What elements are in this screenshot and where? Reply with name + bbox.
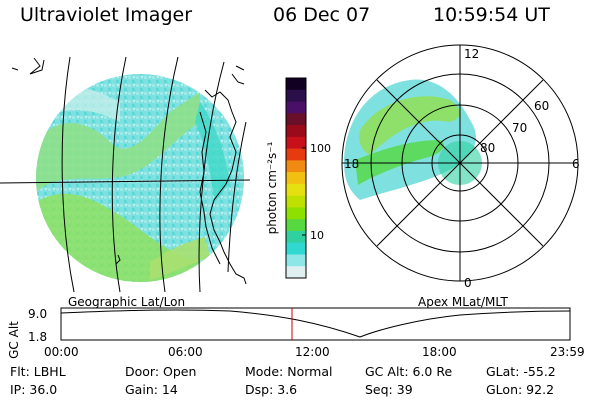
info-gain: Gain: 14 — [125, 382, 178, 397]
colorbar-band — [286, 148, 306, 161]
info-glon: GLon: 92.2 — [486, 382, 555, 397]
mlt-label-0: 0 — [464, 276, 472, 290]
colorbar-band — [286, 172, 306, 185]
altitude-ylabel: GC Alt — [7, 321, 21, 359]
colorbar-band — [286, 78, 306, 91]
colorbar-band — [286, 207, 306, 220]
info-ip: IP: 36.0 — [10, 382, 58, 397]
colorbar-band — [286, 183, 306, 197]
info-glat: GLat: -55.2 — [486, 364, 556, 379]
colorbar-band — [286, 89, 306, 103]
polar-panel-label: Apex MLat/MLT — [418, 295, 508, 309]
colorbar-band — [286, 160, 306, 173]
time-label: 10:59:54 UT — [433, 4, 550, 26]
instrument-title: Ultraviolet Imager — [20, 4, 193, 26]
altitude-ytick-min: 1.8 — [28, 330, 47, 344]
info-dsp: Dsp: 3.6 — [245, 382, 298, 397]
altitude-plot: GC Alt 9.0 1.8 00:00 06:00 12:00 18:00 2… — [7, 307, 585, 359]
colorbar-band — [286, 113, 306, 126]
colorbar-band — [286, 242, 306, 255]
polar-map: 12 18 6 0 60 70 80 — [341, 44, 580, 290]
colorbar-band — [286, 230, 306, 244]
altitude-xtick-4: 23:59 — [550, 345, 585, 359]
mlt-label-18: 18 — [344, 157, 359, 171]
mlat-label-80: 80 — [480, 141, 495, 155]
geo-panel-label: Geographic Lat/Lon — [68, 295, 186, 309]
colorbar-tick-100: 100 — [310, 142, 331, 155]
info-mode: Mode: Normal — [245, 364, 333, 379]
info-door: Door: Open — [125, 364, 197, 379]
mlt-label-12: 12 — [464, 47, 479, 61]
colorbar-band — [286, 136, 306, 150]
info-gc-alt: GC Alt: 6.0 Re — [365, 364, 453, 379]
colorbar-band — [286, 254, 306, 267]
colorbar: 100 10 photon cm⁻²s⁻¹ — [265, 77, 331, 279]
altitude-xtick-1: 06:00 — [168, 345, 203, 359]
colorbar-unit-label: photon cm⁻²s⁻¹ — [265, 141, 279, 234]
altitude-ytick-max: 9.0 — [28, 307, 47, 321]
altitude-xtick-2: 12:00 — [295, 345, 330, 359]
mlat-label-60: 60 — [534, 99, 549, 113]
polar-aurora-image — [344, 79, 482, 200]
colorbar-band — [286, 195, 306, 208]
colorbar-tick-10: 10 — [310, 229, 324, 242]
coastline — [11, 57, 247, 285]
mlat-label-70: 70 — [512, 121, 527, 135]
polar-grid — [341, 44, 579, 282]
colorbar-band — [286, 266, 306, 279]
colorbar-band — [286, 219, 306, 232]
geo-meridian-lines — [0, 56, 251, 293]
info-flt: Flt: LBHL — [10, 364, 66, 379]
colorbar-bands — [286, 78, 306, 279]
geographic-map — [0, 56, 251, 293]
altitude-curve — [60, 309, 571, 338]
altitude-xtick-3: 18:00 — [422, 345, 457, 359]
colorbar-band — [286, 101, 306, 114]
altitude-xtick-0: 00:00 — [44, 345, 79, 359]
info-seq: Seq: 39 — [365, 382, 413, 397]
date-label: 06 Dec 07 — [273, 4, 371, 26]
mlt-label-6: 6 — [572, 157, 580, 171]
colorbar-band — [286, 125, 306, 138]
